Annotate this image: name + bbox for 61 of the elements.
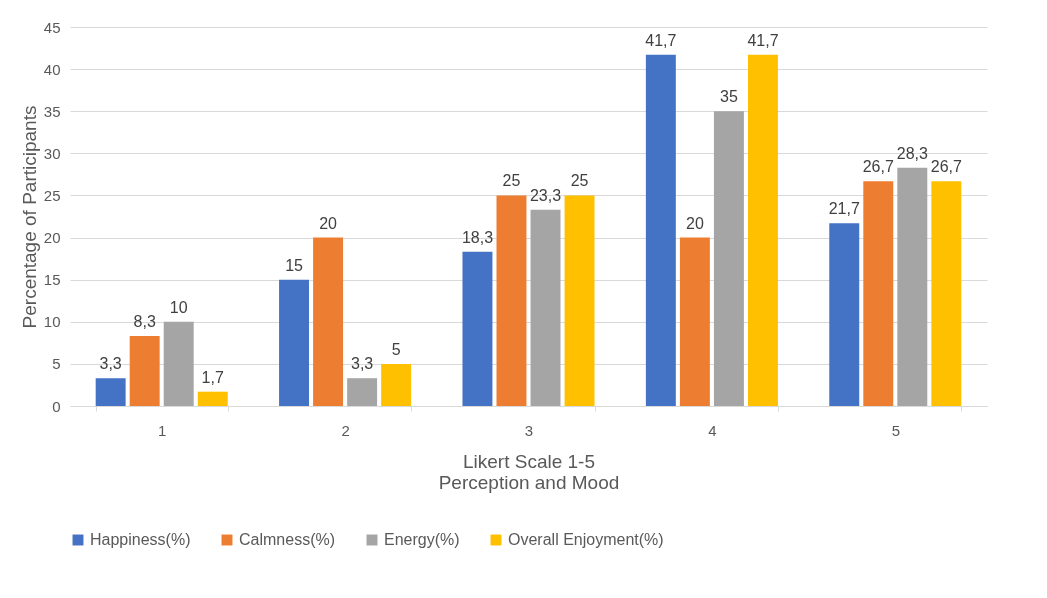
- bar: [347, 378, 378, 406]
- x-axis-title: Likert Scale 1-5 Perception and Mood: [438, 450, 620, 493]
- data-label: 5: [391, 340, 401, 358]
- data-label: 21,7: [828, 200, 860, 218]
- bar: [829, 223, 860, 406]
- y-tick-label: 20: [43, 229, 61, 247]
- data-label: 26,7: [862, 158, 894, 176]
- data-label: 18,3: [461, 228, 494, 246]
- data-label: 20: [319, 214, 338, 232]
- y-tick-label: 25: [43, 186, 61, 204]
- data-label: 3,3: [99, 355, 122, 373]
- y-tick-label: 45: [43, 18, 61, 36]
- data-label: 1,7: [201, 368, 224, 386]
- bar: [863, 181, 894, 406]
- bar: [496, 195, 527, 406]
- bar: [897, 167, 928, 406]
- bar: [530, 209, 561, 406]
- x-tick-label: 1: [158, 421, 167, 439]
- data-label: 3,3: [350, 355, 374, 373]
- bar: [163, 321, 194, 406]
- bar: [129, 336, 160, 406]
- data-label: 15: [285, 256, 304, 274]
- data-label: 20: [685, 214, 704, 232]
- data-label: 28,3: [896, 144, 928, 162]
- y-tick-label: 30: [43, 144, 61, 162]
- bar: [564, 195, 595, 406]
- bar: [381, 363, 412, 406]
- y-tick-label: 0: [52, 397, 61, 415]
- legend-label: Happiness(%): [90, 531, 191, 548]
- legend-label: Energy(%): [384, 531, 460, 548]
- x-tick-label: 4: [708, 421, 717, 439]
- data-label: 10: [169, 298, 188, 316]
- bar: [931, 181, 962, 406]
- data-label: 26,7: [930, 158, 963, 176]
- legend-label: Overall Enjoyment(%): [508, 531, 664, 548]
- y-tick-label: 40: [43, 60, 61, 78]
- bar: [313, 237, 344, 406]
- y-tick-label: 10: [43, 313, 61, 331]
- bar: [279, 279, 310, 406]
- bar: [645, 54, 676, 406]
- data-label: 35: [720, 88, 738, 106]
- bar: [197, 391, 228, 406]
- x-tick-label: 2: [341, 421, 350, 439]
- data-label: 23,3: [529, 186, 562, 204]
- bar: [95, 378, 126, 406]
- data-label: 8,3: [133, 313, 156, 331]
- bar: [747, 54, 778, 406]
- data-label: 25: [502, 172, 521, 190]
- bar: [462, 251, 493, 406]
- data-label: 41,7: [747, 31, 779, 49]
- data-label: 25: [570, 172, 589, 190]
- y-tick-label: 35: [43, 102, 61, 120]
- y-axis-title: Percentage of Participants: [18, 105, 40, 329]
- y-tick-label: 15: [43, 271, 61, 289]
- data-label: 41,7: [645, 31, 677, 49]
- y-tick-label: 5: [52, 355, 61, 373]
- legend-label: Calmness(%): [239, 531, 336, 548]
- bar: [713, 111, 744, 406]
- x-tick-label: 3: [524, 421, 534, 439]
- x-tick-label: 5: [891, 421, 900, 439]
- bar: [679, 237, 710, 406]
